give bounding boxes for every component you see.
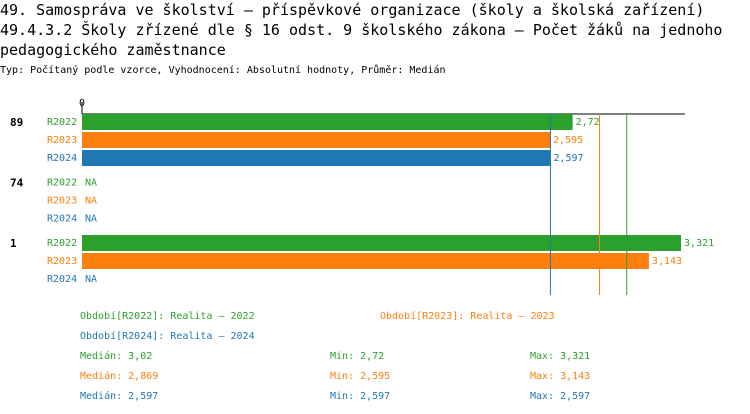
row-label: R2024	[47, 214, 77, 225]
bar	[82, 150, 551, 166]
legend-entry: Období[R2022]: Realita – 2022	[80, 310, 255, 322]
value-label: NA	[85, 214, 97, 225]
row-label: R2024	[47, 153, 77, 164]
row-label: R2023	[47, 256, 77, 267]
row-label: R2023	[47, 196, 77, 207]
row-label: R2024	[47, 274, 77, 285]
bar	[82, 253, 649, 269]
stat-min: Min: 2,72	[330, 351, 384, 362]
legend-entry: Období[R2024]: Realita – 2024	[80, 330, 255, 342]
bar	[82, 235, 682, 251]
stat-median: Medián: 2,597	[80, 390, 158, 402]
row-label: R2022	[47, 117, 77, 128]
stat-max: Max: 3,143	[530, 371, 590, 382]
stat-median: Medián: 3,02	[80, 350, 152, 362]
bar	[82, 132, 551, 148]
value-label: 3,321	[684, 238, 714, 249]
value-label: NA	[85, 196, 97, 207]
row-label: R2023	[47, 135, 77, 146]
stat-median: Medián: 2,869	[80, 370, 158, 382]
stat-max: Max: 2,597	[530, 391, 590, 402]
row-label: R2022	[47, 178, 77, 189]
value-label: 3,143	[652, 256, 682, 267]
value-label: 2,597	[553, 153, 583, 164]
category-label: 89	[10, 116, 23, 129]
stat-min: Min: 2,595	[330, 371, 390, 382]
chart-title: 49. Samospráva ve školství – příspěvkové…	[0, 1, 705, 19]
category-label: 74	[10, 177, 24, 190]
chart-description: Typ: Počítaný podle vzorce, Vyhodnocení:…	[0, 65, 446, 76]
stat-min: Min: 2,597	[330, 391, 390, 402]
legend-entry: Období[R2023]: Realita – 2023	[380, 310, 555, 322]
category-label: 1	[10, 237, 17, 250]
value-label: 2,72	[576, 117, 600, 128]
value-label: 2,595	[553, 135, 583, 146]
value-label: NA	[85, 178, 97, 189]
bar	[82, 114, 573, 130]
value-label: NA	[85, 274, 97, 285]
stat-max: Max: 3,321	[530, 351, 590, 362]
x-tick-label: 0	[79, 98, 85, 109]
row-label: R2022	[47, 238, 77, 249]
chart-subtitle: 49.4.3.2 Školy zřízené dle § 16 odst. 9 …	[0, 21, 723, 59]
